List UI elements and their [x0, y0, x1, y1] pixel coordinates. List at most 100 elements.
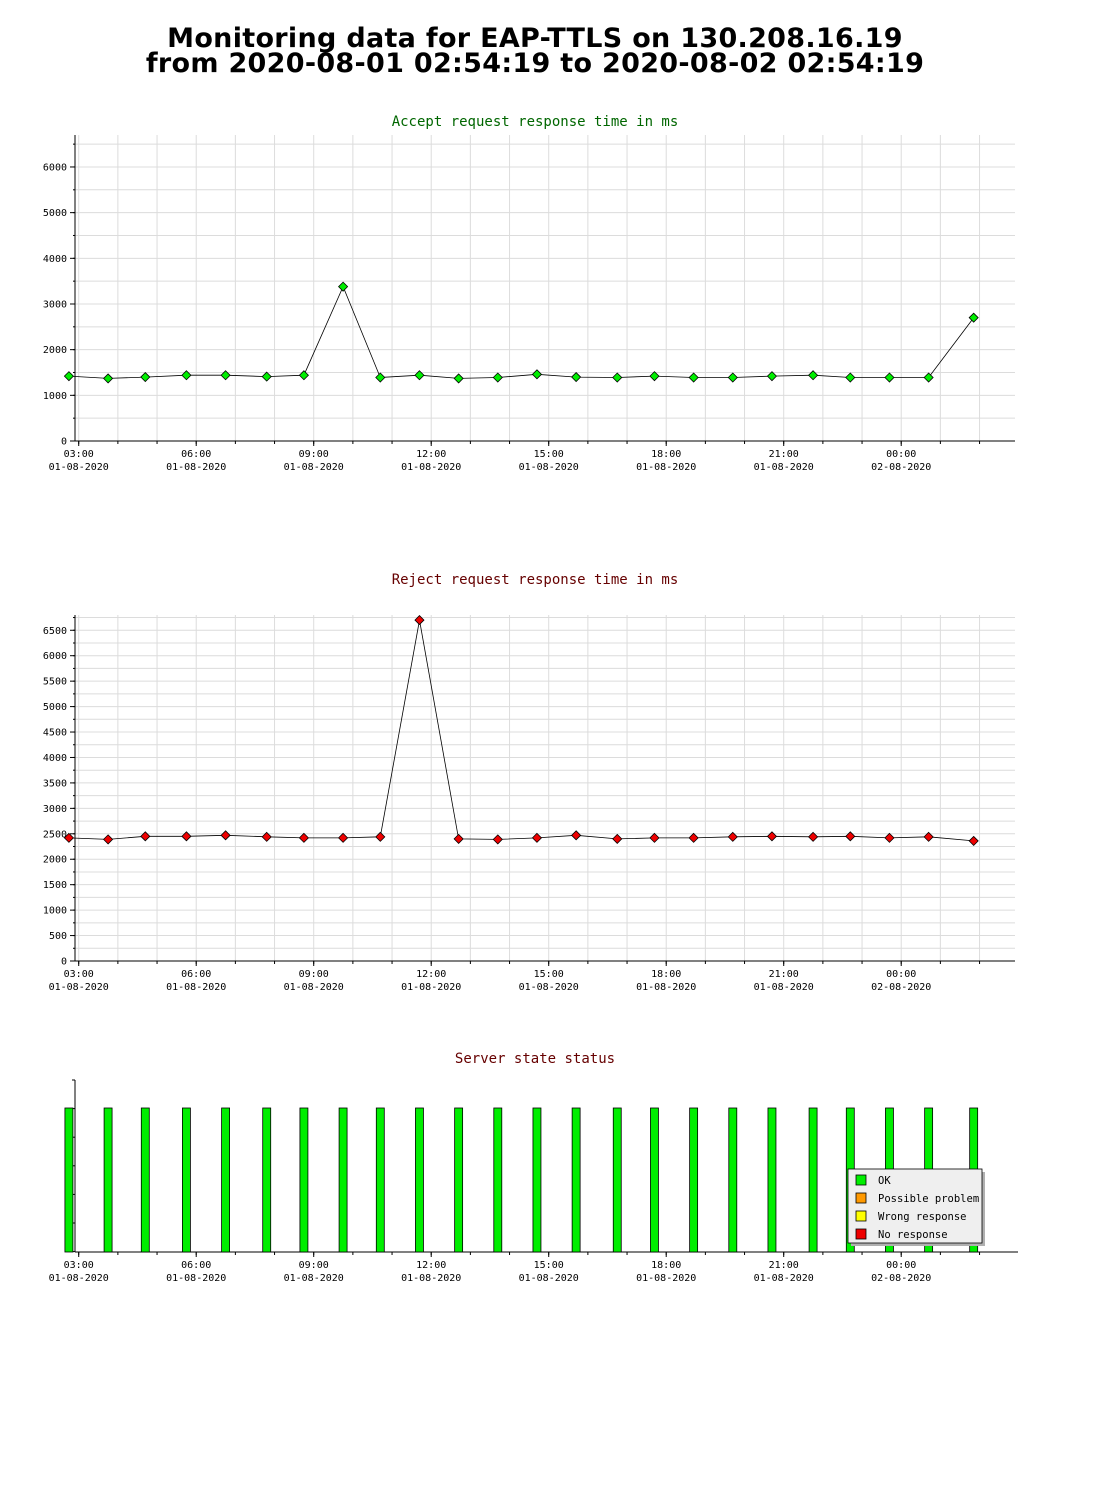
accept-data-point [884, 372, 895, 383]
reject-data-point [103, 834, 114, 845]
accept-data-point [181, 370, 192, 381]
accept-x-tick-date: 01-08-2020 [754, 462, 814, 473]
reject-x-tick-date: 02-08-2020 [871, 982, 931, 993]
accept-data-point [414, 370, 425, 381]
reject-data-point [63, 832, 74, 843]
legend-swatch [855, 1192, 867, 1204]
reject-x-tick-time: 15:00 [534, 969, 564, 980]
status-x-tick-date: 01-08-2020 [49, 1273, 109, 1284]
legend-swatch [855, 1174, 867, 1186]
accept-data-point [298, 370, 309, 381]
accept-data-point [808, 370, 819, 381]
accept-y-tick-label: 4000 [43, 254, 67, 265]
reject-x-tick-time: 21:00 [769, 969, 799, 980]
reject-x-tick-date: 01-08-2020 [636, 982, 696, 993]
status-bar [612, 1107, 622, 1253]
reject-data-point [845, 831, 856, 842]
reject-x-tick-time: 12:00 [416, 969, 446, 980]
status-x-tick-time: 09:00 [299, 1260, 329, 1271]
status-bar [262, 1107, 272, 1253]
status-bar [103, 1107, 113, 1253]
reject-x-tick-date: 01-08-2020 [401, 982, 461, 993]
accept-data-point [649, 371, 660, 382]
reject-data-point [923, 831, 934, 842]
reject-y-tick-label: 2500 [43, 829, 67, 840]
accept-x-tick-date: 01-08-2020 [166, 462, 226, 473]
reject-y-tick-label: 5000 [43, 702, 67, 713]
reject-y-tick-label: 1000 [43, 906, 67, 917]
legend-label: Wrong response [878, 1211, 967, 1223]
reject-data-point [612, 833, 623, 844]
accept-data-point [766, 371, 778, 382]
reject-data-point [884, 832, 895, 843]
legend-label: OK [878, 1175, 891, 1187]
accept-data-point [845, 372, 856, 383]
accept-x-tick-date: 01-08-2020 [636, 462, 696, 473]
legend-swatch [855, 1228, 867, 1240]
status-bar [650, 1107, 659, 1253]
reject-data-point [375, 831, 386, 842]
status-bar [221, 1107, 230, 1253]
status-bar [415, 1107, 424, 1253]
server-state-status-chart: Server state status 03:00 01-08-2020 06:00… [49, 1051, 1018, 1284]
reject-y-tick-label: 6500 [43, 626, 67, 637]
accept-y-tick-label: 6000 [43, 162, 67, 173]
accept-data-point [103, 373, 114, 384]
accept-data-point [968, 312, 979, 323]
status-bar [454, 1107, 464, 1253]
accept-x-tick-time: 18:00 [651, 449, 681, 460]
reject-x-tick-time: 00:00 [886, 969, 916, 980]
accept-data-point [727, 372, 738, 383]
accept-data-point [923, 372, 934, 383]
reject-data-point [727, 831, 738, 842]
reject-y-tick-label: 0 [61, 957, 67, 968]
status-x-tick-time: 15:00 [534, 1260, 564, 1271]
reject-data-point [140, 831, 151, 842]
status-bar [571, 1107, 581, 1253]
legend-label: Possible problem [878, 1193, 979, 1205]
reject-data-point [531, 832, 543, 843]
status-bar [493, 1107, 503, 1253]
reject-chart-title: Reject request response time in ms [392, 572, 679, 588]
status-bar [808, 1107, 818, 1253]
status-x-tick-time: 00:00 [886, 1260, 916, 1271]
status-bar [728, 1107, 738, 1253]
accept-x-tick-time: 15:00 [534, 449, 564, 460]
accept-x-tick-time: 03:00 [64, 449, 94, 460]
legend-swatch [855, 1210, 867, 1222]
reject-data-point [968, 835, 979, 846]
status-bar [338, 1107, 348, 1253]
status-bar [689, 1107, 699, 1253]
accept-y-tick-label: 5000 [43, 208, 67, 219]
status-legend [847, 1168, 983, 1244]
accept-data-point [571, 371, 582, 383]
status-x-tick-date: 01-08-2020 [401, 1273, 461, 1284]
accept-response-time-chart: Accept request response time in ms 03:00… [43, 114, 1015, 473]
reject-x-tick-time: 09:00 [299, 969, 329, 980]
accept-x-tick-time: 06:00 [181, 449, 211, 460]
status-x-tick-date: 01-08-2020 [519, 1273, 579, 1284]
accept-y-tick-label: 0 [61, 437, 67, 448]
accept-series-line [68, 285, 975, 379]
page-title-line-2: from 2020-08-01 02:54:19 to 2020-08-02 0… [145, 48, 925, 79]
status-x-tick-time: 12:00 [416, 1260, 446, 1271]
reject-y-tick-label: 4000 [43, 753, 67, 764]
legend-label: No response [878, 1229, 948, 1241]
status-x-tick-time: 03:00 [64, 1260, 94, 1271]
status-x-tick-time: 18:00 [651, 1260, 681, 1271]
reject-data-point [571, 830, 582, 841]
status-bar [182, 1107, 191, 1253]
accept-data-point [220, 370, 231, 381]
reject-data-point [766, 831, 778, 842]
accept-x-tick-date: 01-08-2020 [49, 462, 109, 473]
page-title-line-1: Monitoring data for EAP-TTLS on 130.208.… [167, 23, 903, 54]
reject-data-point [688, 832, 699, 843]
accept-x-tick-date: 02-08-2020 [871, 462, 931, 473]
accept-x-tick-time: 00:00 [886, 449, 916, 460]
accept-chart-title: Accept request response time in ms [392, 114, 679, 130]
accept-x-tick-date: 01-08-2020 [401, 462, 461, 473]
reject-y-tick-label: 5500 [43, 677, 67, 688]
accept-data-point [688, 372, 699, 383]
accept-data-point [375, 372, 386, 383]
reject-x-tick-date: 01-08-2020 [519, 982, 579, 993]
